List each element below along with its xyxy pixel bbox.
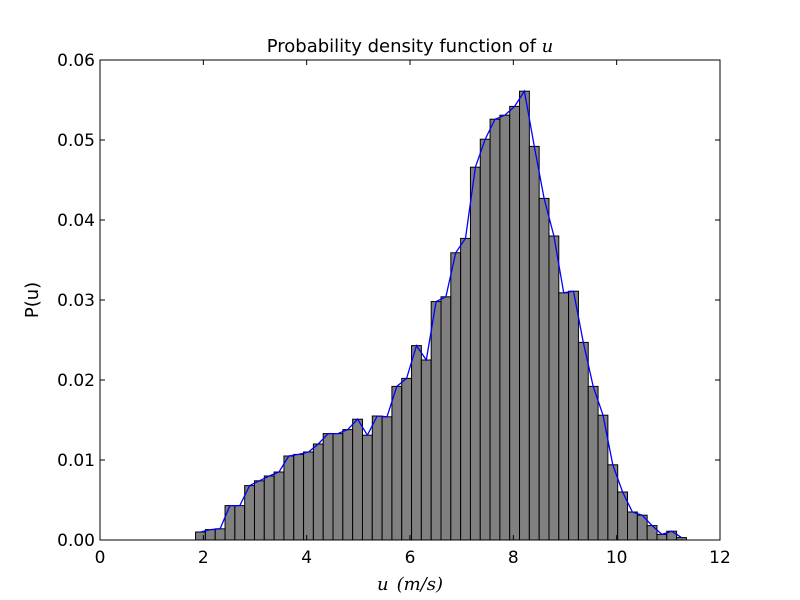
histogram-bar [283, 455, 295, 541]
histogram-bar [214, 528, 226, 541]
y-tick-label: 0.04 [57, 211, 95, 231]
histogram-bar [469, 166, 481, 541]
histogram-bar [656, 533, 668, 541]
histogram-bar [293, 453, 305, 541]
y-tick-label: 0.00 [57, 531, 95, 551]
histogram-bar [519, 90, 530, 541]
histogram-bar [273, 471, 285, 541]
histogram-bar [499, 114, 511, 541]
histogram-bar [234, 505, 246, 541]
histogram-bar [420, 359, 432, 541]
chart-title: Probability density function of u [267, 36, 554, 57]
y-tick-label: 0.06 [57, 51, 95, 71]
histogram-bar [204, 529, 216, 541]
x-tick-label: 4 [301, 548, 312, 568]
histogram-bar [568, 290, 579, 541]
histogram-bar [646, 525, 658, 541]
histogram-bar [391, 385, 403, 541]
histogram-bar [430, 301, 442, 541]
histogram-bar [352, 418, 363, 541]
histogram-bar [411, 345, 422, 541]
y-tick-label: 0.05 [57, 131, 95, 151]
y-axis-ticks: 0.00 0.01 0.02 0.03 0.04 0.05 0.06 [57, 51, 720, 551]
x-axis-label: u (m/s) [377, 574, 443, 595]
histogram-bar [548, 235, 560, 541]
histogram-bar [577, 341, 589, 541]
histogram-bar [312, 443, 324, 541]
x-axis-ticks: 0 2 4 6 8 10 12 [95, 60, 731, 568]
histogram-bar [538, 197, 550, 541]
histogram-bar [332, 433, 344, 541]
x-tick-label: 2 [198, 548, 209, 568]
x-tick-label: 6 [405, 548, 416, 568]
histogram-bar [371, 415, 383, 541]
x-tick-label: 0 [95, 548, 106, 568]
y-tick-label: 0.02 [57, 371, 95, 391]
histogram-bar [528, 145, 540, 541]
histogram-bar [303, 451, 314, 541]
histogram-bar [381, 416, 393, 541]
y-tick-label: 0.01 [57, 451, 95, 471]
histogram-bars [195, 90, 687, 541]
x-tick-label: 10 [606, 548, 628, 568]
histogram-bar [263, 475, 275, 541]
histogram-bar [322, 433, 334, 541]
histogram-bar [401, 377, 413, 541]
histogram-bar [195, 531, 206, 541]
histogram-bar [224, 505, 236, 541]
histogram-bar [587, 385, 599, 541]
y-tick-label: 0.03 [57, 291, 95, 311]
histogram-bar [450, 252, 462, 541]
histogram-bar [558, 292, 570, 541]
x-tick-label: 12 [709, 548, 731, 568]
histogram-bar [479, 138, 491, 541]
histogram-bar [489, 118, 501, 541]
y-axis-label: P(u) [22, 282, 43, 318]
x-tick-label: 8 [508, 548, 519, 568]
histogram-bar [627, 511, 638, 541]
density-line [200, 89, 682, 539]
histogram-bar [460, 237, 471, 541]
histogram-bar [509, 105, 521, 541]
histogram-bar [342, 429, 354, 541]
histogram-bar [253, 480, 265, 541]
histogram-bar [440, 296, 452, 541]
histogram-bar [361, 434, 373, 541]
